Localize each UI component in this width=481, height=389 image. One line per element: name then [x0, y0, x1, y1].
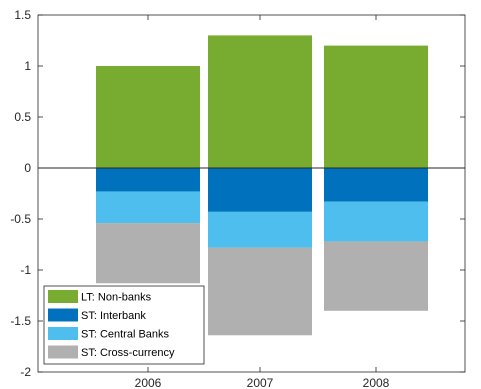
- legend-swatch: [48, 327, 78, 340]
- legend-label: ST: Cross-currency: [81, 347, 175, 359]
- legend-label: ST: Central Banks: [81, 329, 170, 341]
- bar-2008-series-1: [324, 168, 428, 202]
- legend-swatch: [48, 345, 78, 359]
- y-tick-label: 1.5: [14, 8, 31, 22]
- bar-2008-series-3: [324, 241, 428, 311]
- x-tick-label: 2007: [247, 376, 274, 389]
- legend-swatch: [48, 308, 78, 322]
- y-tick-label: -2: [20, 365, 31, 379]
- y-tick-label: -0.5: [10, 212, 31, 226]
- x-tick-label: 2008: [363, 376, 390, 389]
- bar-2007-series-0: [208, 35, 312, 169]
- bar-2006-series-1: [96, 168, 200, 192]
- bar-2006-series-3: [96, 223, 200, 284]
- y-tick-label: -1: [20, 263, 31, 277]
- bar-2008-series-0: [324, 45, 428, 168]
- bar-2007-series-1: [208, 168, 312, 212]
- y-tick-label: 0.5: [14, 110, 31, 124]
- bar-2008-series-2: [324, 201, 428, 242]
- bar-2007-series-3: [208, 247, 312, 336]
- legend-swatch: [48, 290, 78, 303]
- legend-label: LT: Non-banks: [81, 292, 152, 304]
- bar-2006-series-0: [96, 66, 200, 168]
- bar-2006-series-2: [96, 191, 200, 224]
- y-tick-label: 0: [24, 161, 31, 175]
- axes-box: [37, 14, 466, 373]
- x-tick-label: 2006: [135, 376, 162, 389]
- y-tick-label: -1.5: [10, 314, 31, 328]
- bar-2007-series-2: [208, 211, 312, 248]
- y-tick-label: 1: [24, 59, 31, 73]
- legend-label: ST: Interbank: [81, 310, 146, 322]
